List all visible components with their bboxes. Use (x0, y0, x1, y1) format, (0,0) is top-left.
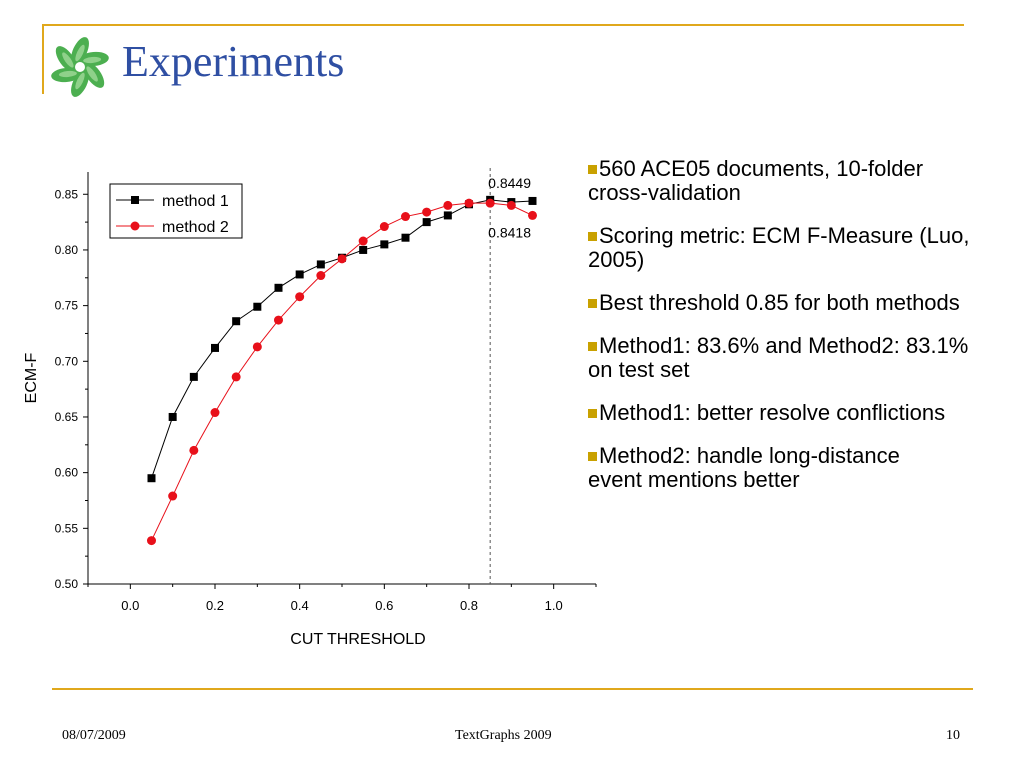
data-point-method-1 (528, 196, 537, 205)
bullet-square-icon (588, 409, 597, 418)
y-tick-label: 0.85 (55, 187, 79, 201)
bullet-square-icon (588, 299, 597, 308)
value-annotation: 0.8449 (488, 175, 531, 191)
bullet-item: Method1: 83.6% and Method2: 83.1% on test… (588, 334, 1024, 382)
bullet-square-icon (588, 165, 597, 174)
data-point-method-2 (295, 292, 305, 302)
bullet-text: event mentions better (588, 467, 800, 492)
bullet-text: cross-validation (588, 180, 741, 205)
data-point-method-1 (168, 412, 177, 421)
side-rule (42, 24, 44, 94)
legend-label: method 1 (162, 193, 229, 210)
legend-marker-method-2 (130, 221, 140, 231)
value-annotation: 0.8418 (488, 224, 531, 240)
bullet-text: 2005) (588, 247, 645, 272)
legend-marker-method-1 (131, 196, 139, 204)
y-tick-label: 0.70 (55, 354, 79, 368)
data-point-method-2 (506, 200, 516, 210)
data-point-method-2 (147, 536, 156, 546)
series-line-1 (151, 199, 533, 479)
data-point-method-2 (252, 342, 262, 352)
data-point-method-2 (189, 445, 199, 455)
data-point-method-1 (380, 240, 389, 249)
y-tick-label: 0.65 (55, 410, 79, 424)
y-tick-label: 0.50 (55, 577, 79, 591)
bullet-item: Method2: handle long-distance event menti… (588, 444, 1024, 492)
slide-title: Experiments (122, 37, 345, 86)
data-point-method-1 (316, 260, 325, 269)
y-axis-label: ECM-F (23, 352, 40, 403)
footer-center: TextGraphs 2009 (455, 728, 552, 743)
data-point-method-2 (274, 315, 283, 325)
footer-date: 08/07/2009 (62, 728, 126, 743)
legend-label: method 2 (162, 219, 229, 236)
data-point-method-2 (210, 408, 220, 418)
data-point-method-2 (485, 198, 495, 208)
bullet-list: 560 ACE05 documents, 10-folder cross-vali… (588, 157, 1024, 511)
data-point-method-1 (274, 283, 283, 292)
x-tick-label: 1.0 (545, 598, 563, 613)
data-point-method-1 (401, 233, 410, 242)
bullet-item: 560 ACE05 documents, 10-folder cross-vali… (588, 157, 1024, 205)
data-point-method-2 (464, 198, 474, 208)
top-rule (42, 24, 964, 26)
pinwheel-logo-icon (51, 37, 109, 97)
ecm-f-line-chart: 0.50 0.55 0.60 0.65 0.70 0.75 0.80 0.85 0.0 0.2 0.… (23, 168, 597, 648)
data-point-method-2 (528, 210, 537, 220)
bullet-text: Scoring metric: ECM F-Measure (Luo, (599, 223, 970, 248)
bottom-rule (52, 688, 973, 690)
y-tick-label: 0.75 (55, 299, 79, 313)
data-point-method-2 (168, 491, 178, 501)
data-point-method-1 (232, 317, 241, 326)
data-point-method-2 (422, 207, 432, 217)
y-tick-label: 0.60 (55, 466, 79, 480)
y-tick-label: 0.80 (55, 243, 79, 257)
data-point-method-1 (147, 474, 156, 483)
data-point-method-1 (253, 302, 262, 311)
data-point-method-2 (401, 212, 410, 222)
bullet-item: Best threshold 0.85 for both methods (588, 291, 1024, 315)
bullet-text: Method1: better resolve conflictions (599, 400, 946, 425)
data-point-method-2 (316, 271, 326, 281)
data-point-method-1 (189, 372, 198, 381)
bullet-text: on test set (588, 357, 690, 382)
bullet-text: Method1: 83.6% and Method2: 83.1% (599, 333, 969, 358)
data-point-method-1 (359, 245, 368, 254)
data-point-method-1 (422, 218, 431, 227)
data-point-method-2 (379, 222, 389, 232)
bullet-square-icon (588, 452, 597, 461)
bullet-item: Scoring metric: ECM F-Measure (Luo, 2005) (588, 224, 1024, 272)
y-tick-label: 0.55 (55, 521, 79, 535)
x-tick-label: 0.6 (375, 598, 393, 613)
bullet-item: Method1: better resolve conflictions (588, 401, 1024, 425)
x-tick-label: 0.2 (206, 598, 224, 613)
x-tick-label: 0.0 (121, 598, 139, 613)
x-tick-label: 0.8 (460, 598, 478, 613)
footer-page-number: 10 (946, 728, 960, 743)
data-point-method-2 (231, 372, 241, 382)
data-point-method-2 (337, 254, 347, 264)
bullet-square-icon (588, 232, 597, 241)
data-point-method-2 (443, 200, 453, 210)
bullet-square-icon (588, 342, 597, 351)
data-point-method-1 (211, 343, 219, 352)
x-tick-label: 0.4 (291, 598, 309, 613)
bullet-text: 560 ACE05 documents, 10-folder (599, 156, 924, 181)
data-point-method-2 (358, 236, 368, 246)
bullet-text: Best threshold 0.85 for both methods (599, 290, 960, 315)
data-point-method-1 (443, 211, 452, 220)
bullet-text: Method2: handle long-distance (599, 443, 900, 468)
x-axis-label: CUT THRESHOLD (290, 631, 425, 648)
data-point-method-1 (295, 270, 304, 279)
